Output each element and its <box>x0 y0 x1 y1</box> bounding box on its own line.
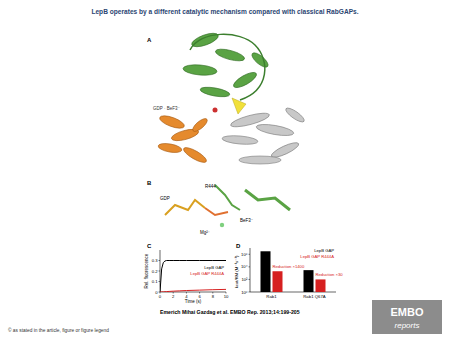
helix <box>158 113 186 130</box>
citation: Emerich Mihai Gazdag et al. EMBO Rep. 20… <box>160 309 300 315</box>
annotation: GDP · BeF3⁻ <box>153 106 180 111</box>
legend-entry: LepB GAP R444A <box>190 271 224 276</box>
x-tick-label: 2 <box>172 294 175 299</box>
annotation: Reduction ×1400 <box>273 264 305 269</box>
y-axis-label: Rel. fluorescence <box>144 253 149 288</box>
y-tick <box>159 260 161 261</box>
y-tick-label: 0.2 <box>152 269 158 274</box>
y-tick <box>249 279 251 280</box>
loop <box>190 34 265 100</box>
y-tick <box>159 271 161 272</box>
gdp-stick <box>165 200 205 215</box>
helix <box>183 64 218 77</box>
y-axis <box>250 248 251 292</box>
panel-label: D <box>236 243 241 249</box>
helix <box>214 47 245 63</box>
y-tick <box>249 266 251 267</box>
y-tick-label: 10⁰ <box>241 290 248 295</box>
legend-entry: LepB GAP R444A <box>300 254 334 259</box>
ligand <box>213 108 218 113</box>
annotation: GDP <box>160 196 170 201</box>
x-tick-label: Rab1 <box>266 294 277 299</box>
panel-label: C <box>147 243 152 249</box>
y-tick <box>249 254 251 255</box>
legend-entry: LepB GAP <box>314 248 334 253</box>
y-tick-label: 10² <box>241 277 248 282</box>
panel-b-active-site: B GDP R444 BeF3⁻ Mg²⁺ <box>147 180 290 235</box>
panel-label: A <box>147 37 152 43</box>
annotation: Reduction ×30 <box>316 272 344 277</box>
ion <box>220 223 224 227</box>
helix <box>157 142 182 154</box>
phosphate-stick <box>205 208 228 215</box>
helix <box>250 51 270 70</box>
legend-entry: LepB GAP <box>204 265 224 270</box>
annotation: BeF3⁻ <box>240 218 254 223</box>
logo-text: EMBO <box>391 306 424 318</box>
bar <box>304 270 314 292</box>
figure: LepB operates by a different catalytic m… <box>0 0 450 338</box>
helix <box>284 106 306 124</box>
y-tick <box>159 281 161 282</box>
y-axis-label: kcat/KM (M⁻¹s⁻¹) <box>234 255 239 288</box>
logo-box <box>372 300 442 334</box>
helix <box>190 31 220 50</box>
x-tick-label: 0 <box>159 294 162 299</box>
x-tick-label: 8 <box>212 294 215 299</box>
y-tick-label: 10⁴ <box>241 264 248 269</box>
series-line <box>160 289 226 292</box>
series-line <box>160 261 226 293</box>
figure-title: LepB operates by a different catalytic m… <box>91 8 358 16</box>
helix <box>182 145 209 165</box>
annotation: Mg²⁺ <box>200 230 211 235</box>
y-tick-label: 0.1 <box>152 279 158 284</box>
annotation: R444 <box>205 184 216 189</box>
copyright: © as stated in the article, figure or fi… <box>8 327 109 333</box>
bar <box>273 271 283 292</box>
ribbon <box>245 190 290 210</box>
logo: EMBO reports <box>372 300 442 334</box>
helix <box>256 122 295 137</box>
y-tick <box>249 292 251 293</box>
plot-area <box>160 261 226 293</box>
helix <box>191 117 209 134</box>
logo-text: reports <box>395 321 420 330</box>
panel-label: B <box>147 180 152 186</box>
helix <box>200 85 231 98</box>
chart-d: D 10⁰ 10² 10⁴ 10⁶kcat/KM (M⁻¹s⁻¹) Rab1 Reducti… <box>234 243 343 299</box>
helix <box>231 70 258 91</box>
x-tick-label: Rab1 Q67A <box>303 294 326 299</box>
y-tick-label: 0 <box>155 290 158 295</box>
helix <box>239 156 281 164</box>
x-tick-label: 10 <box>224 294 229 299</box>
helix <box>222 134 259 145</box>
y-tick-label: 10⁶ <box>241 252 248 257</box>
y-tick-label: 0.3 <box>152 258 158 263</box>
panel-a-structure: A GDP · BeF3⁻ <box>147 31 306 165</box>
chart-c: C024681000.10.20.3Time (s)Rel. fluoresce… <box>144 243 229 304</box>
bar <box>316 279 326 292</box>
y-tick <box>159 292 161 293</box>
arginine-stick <box>215 185 240 210</box>
bar <box>261 251 271 292</box>
x-axis-label: Time (s) <box>185 299 202 304</box>
switch <box>232 98 246 114</box>
